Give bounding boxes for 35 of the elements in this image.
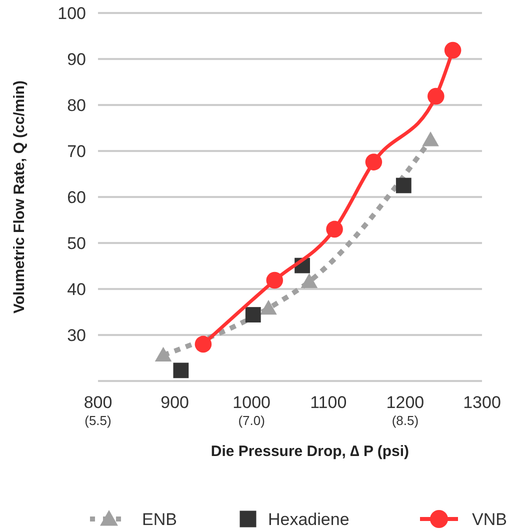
legend-label: VNB bbox=[472, 510, 507, 529]
x-axis-title: Die Pressure Drop, ∆ P (psi) bbox=[210, 443, 410, 460]
point bbox=[396, 178, 412, 194]
x2-tick-label: (7.0) bbox=[238, 413, 265, 428]
x2-tick-label: (8.5) bbox=[392, 413, 419, 428]
point bbox=[260, 300, 277, 315]
y-tick-label: 60 bbox=[67, 188, 86, 207]
point bbox=[266, 272, 284, 289]
point bbox=[365, 154, 382, 170]
y-axis-title: Volumetric Flow Rate, Q (cc/min) bbox=[11, 80, 28, 314]
y-tick-label: 80 bbox=[67, 96, 86, 115]
point bbox=[154, 346, 172, 362]
point bbox=[300, 273, 318, 288]
point bbox=[194, 336, 212, 353]
point bbox=[245, 307, 261, 322]
x-tick-label: 1000 bbox=[232, 393, 271, 412]
y-tick-label: 70 bbox=[67, 142, 86, 161]
x2-tick-label: (5.5) bbox=[84, 413, 112, 428]
point bbox=[326, 220, 343, 238]
x-tick-label: 1300 bbox=[463, 393, 501, 412]
x-tick-label: 800 bbox=[84, 393, 112, 412]
y-tick-label: 30 bbox=[67, 326, 86, 345]
x-tick-label: 900 bbox=[160, 393, 189, 412]
y-tick-label: 90 bbox=[67, 50, 86, 69]
legend-label: Hexadiene bbox=[268, 510, 350, 529]
point bbox=[173, 362, 189, 378]
y-tick-label: 50 bbox=[67, 234, 86, 253]
x-tick-label: 1100 bbox=[310, 393, 347, 412]
point bbox=[428, 88, 444, 105]
point bbox=[444, 42, 462, 59]
legend-label: ENB bbox=[142, 510, 177, 529]
y-tick-label: 100 bbox=[58, 4, 86, 23]
x-tick-label: 1200 bbox=[386, 393, 424, 412]
y-tick-label: 40 bbox=[67, 280, 86, 299]
point bbox=[422, 132, 439, 146]
